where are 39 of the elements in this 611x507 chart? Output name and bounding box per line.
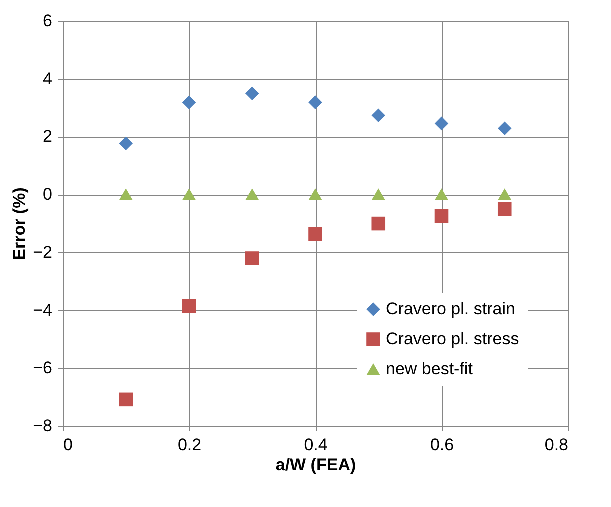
y-tick-label: −2: [33, 242, 52, 262]
y-tick-label: −4: [33, 300, 52, 320]
y-tick-label: 2: [43, 127, 52, 146]
y-tick-label: 4: [43, 69, 52, 88]
legend-label: new best-fit: [386, 360, 474, 378]
point: [434, 209, 449, 224]
point: [308, 227, 322, 242]
x-tick-label: 0.2: [178, 436, 202, 454]
point: [308, 188, 322, 201]
x-tick-label: 0.6: [430, 436, 454, 454]
point: [372, 216, 386, 231]
y-tick-label: 0: [43, 185, 52, 204]
point: [372, 108, 386, 122]
point: [182, 96, 196, 110]
point: [372, 188, 386, 201]
point: [434, 188, 449, 201]
y-axis-title: Error (%): [10, 188, 30, 260]
x-tick-label: 0: [64, 436, 73, 454]
y-tick-label: −6: [33, 358, 52, 378]
point: [308, 96, 322, 110]
x-tick-label: 0.8: [544, 436, 568, 454]
point: [245, 252, 260, 266]
x-tick-label: 0.4: [304, 436, 328, 454]
point: [119, 188, 134, 201]
legend-label: Cravero pl. stress: [386, 330, 520, 348]
point: [498, 122, 512, 136]
y-tick-label: 6: [43, 12, 52, 30]
point: [434, 116, 449, 131]
point: [498, 202, 512, 216]
point: [182, 299, 196, 314]
point: [245, 86, 260, 101]
point: [119, 136, 134, 151]
x-axis-title: a/W (FEA): [276, 456, 356, 474]
point: [182, 188, 196, 201]
point: [245, 188, 260, 201]
point: [498, 188, 512, 201]
point: [119, 392, 134, 407]
y-tick-label: −8: [33, 416, 52, 436]
legend-label: Cravero pl. strain: [386, 300, 516, 318]
